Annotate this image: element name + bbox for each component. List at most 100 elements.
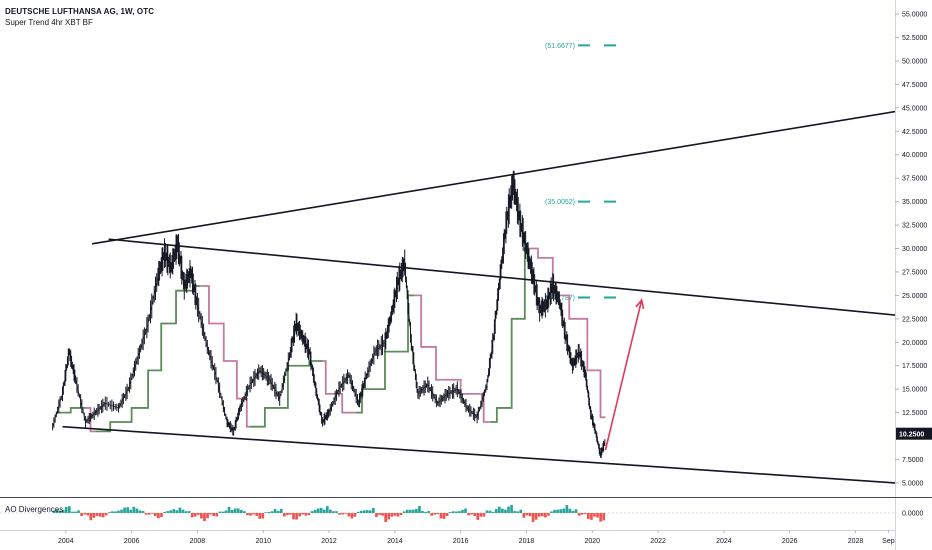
x-tick-label-6: 2016	[453, 538, 469, 545]
ao-bar	[132, 506, 136, 513]
ao-bar	[83, 513, 87, 515]
ao-bar	[282, 513, 286, 517]
ao-bar	[193, 513, 197, 517]
trendlines	[62, 110, 896, 484]
supertrend-segment	[322, 360, 330, 395]
ao-bar	[107, 512, 111, 513]
ao-bar	[187, 511, 191, 513]
x-tick-label-5: 2014	[387, 538, 403, 545]
ao-bar	[537, 513, 541, 517]
last-price-badge	[896, 427, 932, 440]
ao-bar	[411, 509, 415, 513]
y-tick-label-4: 45.0000	[902, 105, 927, 112]
ao-bar	[504, 509, 507, 513]
level-label-0: (51.6677)	[545, 43, 575, 50]
x-tick-label-11: 2026	[782, 538, 798, 545]
symbol-title[interactable]: DEUTSCHE LUFTHANSA AG, 1W, OTC	[5, 7, 155, 16]
ao-bar	[190, 513, 194, 518]
ao-bar	[368, 510, 372, 513]
ao-bar	[123, 507, 126, 513]
x-tick-label-1: 2006	[124, 538, 140, 545]
ao-bar	[577, 513, 581, 516]
ao-bar	[396, 513, 400, 517]
ao-bar	[565, 505, 569, 513]
x-tick-label-7: 2018	[519, 538, 535, 545]
ao-bar	[71, 511, 74, 513]
ao-bar	[427, 511, 430, 513]
ao-bar	[356, 511, 360, 513]
ao-bar	[519, 509, 523, 513]
x-tick-label-8: 2020	[584, 538, 600, 545]
ao-bar	[249, 513, 252, 516]
ao-bar	[534, 513, 538, 520]
supertrend-segment	[559, 294, 580, 320]
supertrend-segment	[217, 322, 231, 362]
ao-bar	[316, 508, 320, 513]
last-price-marker: 10.2500	[896, 427, 932, 440]
ao-histogram: 0.0000	[0, 505, 924, 522]
y-tick-label-7: 37.5000	[902, 176, 927, 183]
ao-bar	[209, 513, 212, 515]
ao-bar	[464, 508, 467, 513]
ao-bar	[166, 511, 169, 513]
y-tick-label-13: 22.5000	[902, 316, 927, 323]
supertrend-segment	[368, 350, 402, 391]
level-label-2: (24.7787)	[545, 295, 575, 302]
ao-bar	[150, 513, 154, 514]
ao-bar	[362, 510, 366, 513]
ao-bar	[347, 513, 351, 517]
ao-bar	[64, 506, 68, 513]
supertrend-segment	[355, 388, 369, 414]
y-tick-label-16: 15.0000	[902, 387, 927, 394]
ao-bar	[224, 510, 228, 513]
ao-bar	[58, 510, 62, 513]
ao-bar	[270, 511, 274, 513]
ao-bar	[445, 513, 449, 517]
indicator-title[interactable]: Super Trend 4hr XBT BF	[5, 18, 93, 27]
supertrend-segment	[296, 360, 323, 367]
ao-bar	[525, 513, 529, 516]
ao-bar	[593, 513, 596, 517]
ao-bar	[467, 513, 470, 516]
y-tick-label-12: 25.0000	[902, 293, 927, 300]
ao-bar	[89, 513, 93, 521]
ao-bar	[206, 513, 209, 519]
ao-bar	[329, 509, 332, 513]
ao-bar	[393, 513, 397, 516]
ao-bar	[384, 513, 387, 522]
ao-bar	[243, 511, 246, 513]
y-tick-label-3: 47.5000	[902, 82, 927, 89]
ao-bar	[408, 509, 412, 513]
supertrend-segment	[200, 285, 218, 325]
y-tick-label-1: 52.5000	[902, 35, 927, 42]
x-tick-label-2: 2008	[190, 538, 206, 545]
y-tick-label-17: 12.5000	[902, 410, 927, 417]
ao-bar	[544, 513, 547, 518]
ao-bar	[61, 509, 65, 513]
ao-bar	[172, 509, 176, 513]
ao-bar	[341, 513, 344, 515]
ao-bar	[550, 511, 553, 513]
y-tick-label-2: 50.0000	[902, 58, 927, 65]
ao-bar	[553, 509, 556, 513]
ao-bar	[587, 513, 590, 520]
price-bars	[52, 170, 606, 459]
ao-bar	[98, 513, 102, 517]
y-tick-label-19: 5.0000	[902, 480, 924, 487]
ao-bar	[286, 513, 289, 516]
x-tick-label-4: 2012	[321, 538, 337, 545]
ao-bar	[494, 509, 498, 513]
ao-bar	[540, 513, 544, 517]
ao-bar	[92, 513, 96, 518]
ao-bar	[458, 511, 461, 513]
ao-bar	[52, 510, 56, 513]
y-tick-label-11: 27.5000	[902, 269, 927, 276]
ao-bar	[301, 513, 305, 515]
ao-bar	[507, 506, 510, 513]
ao-bar	[74, 511, 77, 513]
ao-bar	[350, 513, 354, 519]
supertrend-segment	[401, 294, 415, 353]
oscillator-title[interactable]: AO Divergences	[5, 505, 64, 514]
ao-bar	[470, 513, 473, 515]
ao-bar	[596, 513, 599, 518]
